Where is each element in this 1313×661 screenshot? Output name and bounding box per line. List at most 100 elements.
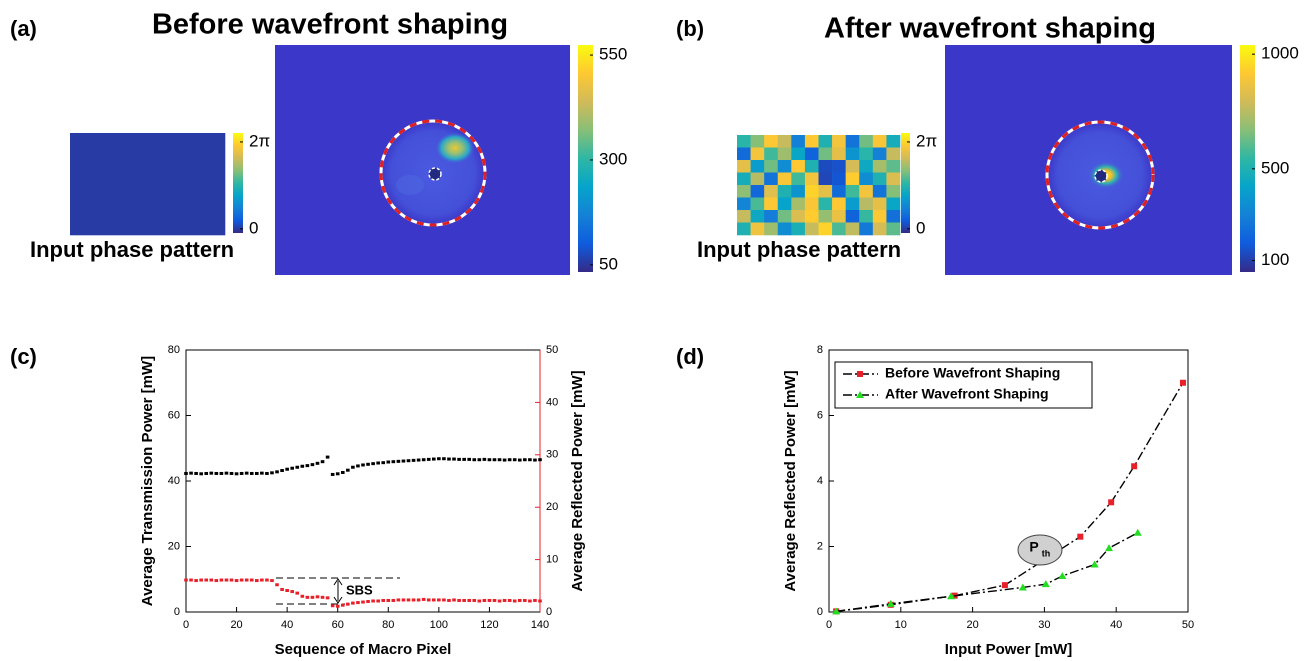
data-point: [402, 598, 406, 601]
page: {"chart_data": [ {"type": "image", "labe…: [0, 0, 1313, 661]
data-point: [285, 468, 289, 471]
data-point: [493, 458, 497, 461]
data-point: [1105, 544, 1113, 551]
colorbar: [901, 133, 910, 233]
colorbar-tick-label: 0: [249, 218, 258, 237]
data-point: [392, 599, 396, 602]
phase-cell: [791, 160, 805, 173]
phase-cell: [805, 148, 819, 161]
phase-cell: [791, 210, 805, 223]
data-point: [523, 599, 527, 602]
phase-cell: [764, 160, 778, 173]
phase-cell: [832, 223, 846, 236]
panel-label: (b): [676, 16, 704, 41]
data-point: [225, 579, 229, 582]
phase-cell: [791, 198, 805, 211]
colorbar: [233, 133, 243, 233]
data-point: [371, 599, 375, 602]
phase-cell: [778, 135, 792, 148]
x-tick-label: 40: [1110, 619, 1122, 631]
legend-label: Before Wavefront Shaping: [885, 365, 1060, 381]
phase-cell: [778, 160, 792, 173]
data-point: [533, 599, 537, 602]
phase-cell: [819, 135, 833, 148]
data-point: [437, 598, 441, 601]
data-point: [488, 599, 492, 602]
x-tick-label: 20: [230, 619, 242, 631]
y2-tick-label: 30: [546, 449, 558, 461]
y2-tick-label: 0: [546, 606, 552, 618]
data-point: [488, 458, 492, 461]
data-point: [215, 472, 219, 475]
camera-image-a: [275, 45, 570, 275]
data-point: [498, 458, 502, 461]
data-point: [316, 462, 320, 465]
data-point: [306, 464, 310, 467]
x-tick-label: 120: [480, 619, 498, 631]
data-point: [513, 599, 517, 602]
data-point: [240, 472, 244, 475]
data-point: [452, 598, 456, 601]
data-point: [230, 579, 234, 582]
phase-cell: [846, 173, 860, 186]
data-point: [260, 579, 264, 582]
x-tick-label: 20: [966, 619, 978, 631]
phase-cell: [832, 198, 846, 211]
phase-cell: [846, 210, 860, 223]
phase-cell: [832, 148, 846, 161]
phase-cell: [805, 173, 819, 186]
data-point: [275, 470, 279, 473]
data-point: [407, 598, 411, 601]
data-point: [1077, 534, 1083, 540]
data-point: [472, 458, 476, 461]
data-point: [194, 472, 198, 475]
data-point: [204, 472, 208, 475]
data-point: [255, 472, 259, 475]
phase-cell: [819, 223, 833, 236]
data-point: [301, 465, 305, 468]
colorbar-tick-label: 2π: [916, 131, 937, 150]
colorbar-tick-label: 300: [599, 149, 627, 168]
data-point: [230, 472, 234, 475]
phase-cell: [751, 173, 765, 186]
data-point: [331, 473, 335, 476]
data-point: [199, 472, 203, 475]
phase-cell: [791, 223, 805, 236]
x-tick-label: 100: [430, 619, 448, 631]
colorbar-tick-label: 550: [599, 45, 627, 64]
data-point: [346, 469, 350, 472]
phase-cell: [805, 185, 819, 198]
data-point: [422, 598, 426, 601]
data-point: [215, 579, 219, 582]
data-point: [478, 599, 482, 602]
data-point: [538, 599, 542, 602]
data-point: [412, 598, 416, 601]
phase-cell: [886, 148, 900, 161]
data-point: [326, 596, 330, 599]
data-point: [442, 598, 446, 601]
phase-cell: [873, 148, 887, 161]
data-point: [376, 461, 380, 464]
phase-cell: [819, 185, 833, 198]
phase-cell: [778, 148, 792, 161]
y-tick-label: 0: [174, 606, 180, 618]
phase-cell: [778, 223, 792, 236]
data-point: [412, 459, 416, 462]
data-point: [397, 460, 401, 463]
x-tick-label: 10: [895, 619, 907, 631]
phase-cell: [764, 223, 778, 236]
data-point: [498, 599, 502, 602]
phase-cell: [778, 198, 792, 211]
y-axis-label: Average Reflected Power [mW]: [782, 370, 799, 591]
phase-cell: [778, 210, 792, 223]
phase-cell: [859, 210, 873, 223]
phase-cell: [737, 198, 751, 211]
phase-cell: [859, 198, 873, 211]
data-point: [533, 459, 537, 462]
phase-cell: [778, 173, 792, 186]
x-axis-label: Sequence of Macro Pixel: [275, 641, 452, 658]
data-point: [250, 579, 254, 582]
phase-cell: [832, 210, 846, 223]
phase-cell: [859, 148, 873, 161]
data-point: [341, 604, 345, 607]
